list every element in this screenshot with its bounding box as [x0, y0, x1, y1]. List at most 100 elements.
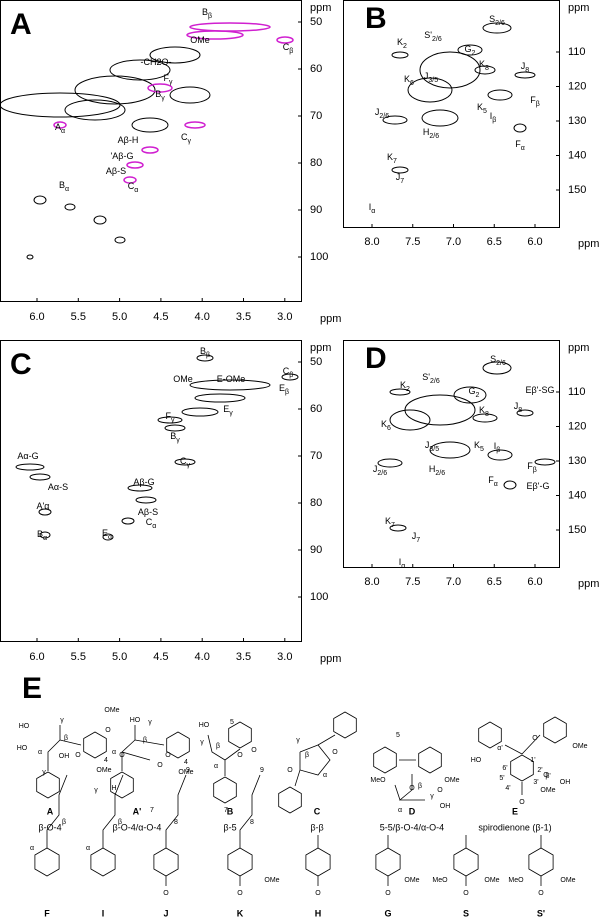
peak-label: S'2/6 — [424, 30, 442, 42]
peak-label: Iβ — [494, 441, 501, 453]
ring — [110, 771, 134, 799]
peak-label-sub: α — [521, 145, 525, 152]
structure-caption: β-5 — [223, 822, 236, 832]
peak-label-sub: 7 — [391, 522, 395, 529]
y-tick-label: 140 — [568, 489, 586, 501]
ring — [83, 731, 107, 759]
peak-label: K7 — [385, 516, 395, 528]
atom-label: 8 — [174, 819, 178, 826]
contour — [534, 458, 556, 466]
y-tick-label: 150 — [568, 184, 586, 196]
peak-label-sub: 8 — [525, 67, 529, 74]
peak-label: Eβ'-SG — [526, 385, 555, 395]
peak-label-sub: γ — [176, 437, 180, 444]
atom-label: O — [237, 890, 243, 897]
ring — [543, 716, 567, 744]
peak-label-main: K — [381, 419, 387, 429]
atom-label: β — [118, 819, 122, 826]
peak-label: G2 — [469, 386, 480, 398]
peak-label-main: B — [202, 7, 208, 17]
structure-caption: β-O-4/α-O-4 — [113, 822, 162, 832]
atom-label: γ — [200, 739, 204, 746]
x-tick-label: 5.5 — [71, 651, 86, 663]
atom-label: β — [305, 752, 309, 759]
atom-label: α — [323, 772, 327, 779]
peak-label: Bα — [59, 180, 69, 192]
atom-label: 8 — [250, 819, 254, 826]
contour — [135, 496, 157, 504]
y-tick-label: 90 — [310, 544, 322, 556]
peak-label: H2/6 — [423, 127, 439, 139]
contour — [164, 424, 186, 432]
peak-label-main: A'α — [37, 501, 50, 511]
peak-label-sub: 5 — [483, 108, 487, 115]
peak-label-sub: γ — [169, 79, 173, 86]
peak-label-sub: β — [496, 447, 500, 454]
peak-label-main: B — [155, 89, 161, 99]
contour — [114, 236, 126, 244]
peak-label-sub: 2/6 — [435, 470, 445, 477]
atom-label: 7 — [150, 807, 154, 814]
peak-label: G2 — [465, 44, 476, 56]
peak-label-main: K — [479, 405, 485, 415]
atom-label: α — [214, 763, 218, 770]
peak-label-main: I — [490, 111, 493, 121]
structure-caption: spirodienone (β-1) — [478, 822, 551, 832]
structure-name: D — [409, 806, 416, 816]
atom-label: OH — [59, 753, 70, 760]
panel-letter: B — [365, 2, 387, 35]
peak-label-main: S — [490, 354, 496, 364]
y-tick-label: 80 — [310, 157, 322, 169]
peak-label-main: K — [477, 102, 483, 112]
peak-label: K2 — [400, 380, 410, 392]
peak-label-sub: 2 — [476, 392, 480, 399]
peak-label-sub: 2 — [406, 386, 410, 393]
structure-name: A' — [133, 806, 142, 816]
x-tick-label: 7.0 — [446, 576, 461, 588]
x-tick-label: 7.5 — [405, 236, 420, 248]
bond — [299, 744, 331, 776]
peak-label-main: I — [494, 441, 497, 451]
atom-label: β — [143, 737, 147, 744]
peak-label-main: J — [514, 401, 519, 411]
ring — [510, 754, 534, 782]
atom-label: HO — [17, 745, 28, 752]
peak-label-sub: 6 — [410, 80, 414, 87]
peak-label: H2/6 — [429, 464, 445, 476]
atom-label: OMe — [104, 707, 119, 714]
peak-label-main: F — [515, 139, 521, 149]
peak-label: Cβ — [283, 42, 294, 54]
peak-label-main: Aα-G — [17, 451, 38, 461]
bond — [121, 751, 151, 761]
peak-label-main: J — [396, 172, 401, 182]
peak-label-main: S — [489, 14, 495, 24]
spectrum-frame — [0, 340, 302, 642]
peak-label-sub: 2/6 — [377, 470, 387, 477]
x-tick-label: 3.5 — [236, 311, 251, 323]
contour — [26, 254, 34, 260]
atom-label: O — [165, 752, 171, 759]
structure-name: E — [512, 806, 518, 816]
peak-label-sub: 2 — [472, 50, 476, 57]
peak-label-main: Aβ-H — [118, 135, 139, 145]
peak-label: Aα — [55, 122, 65, 134]
structure-name: S — [463, 908, 469, 918]
peak-label: Bβ — [200, 346, 210, 358]
atom-label: 1' — [530, 757, 535, 764]
peak-label: Bα — [37, 529, 47, 541]
y-tick-label: 110 — [568, 46, 586, 58]
contour — [407, 77, 453, 103]
contour — [429, 441, 471, 459]
ring — [528, 847, 554, 877]
atom-label: 2' — [537, 767, 542, 774]
atom-label: O — [538, 890, 544, 897]
bond — [59, 739, 82, 746]
contour — [102, 533, 114, 541]
y-unit: ppm — [310, 342, 331, 354]
peak-label: S2/6 — [489, 14, 505, 26]
peak-label: Aβ-H — [118, 135, 139, 145]
y-tick-label: 120 — [568, 80, 586, 92]
contour — [64, 99, 126, 121]
y-tick-label: 130 — [568, 115, 586, 127]
atom-label: 3' — [533, 779, 538, 786]
